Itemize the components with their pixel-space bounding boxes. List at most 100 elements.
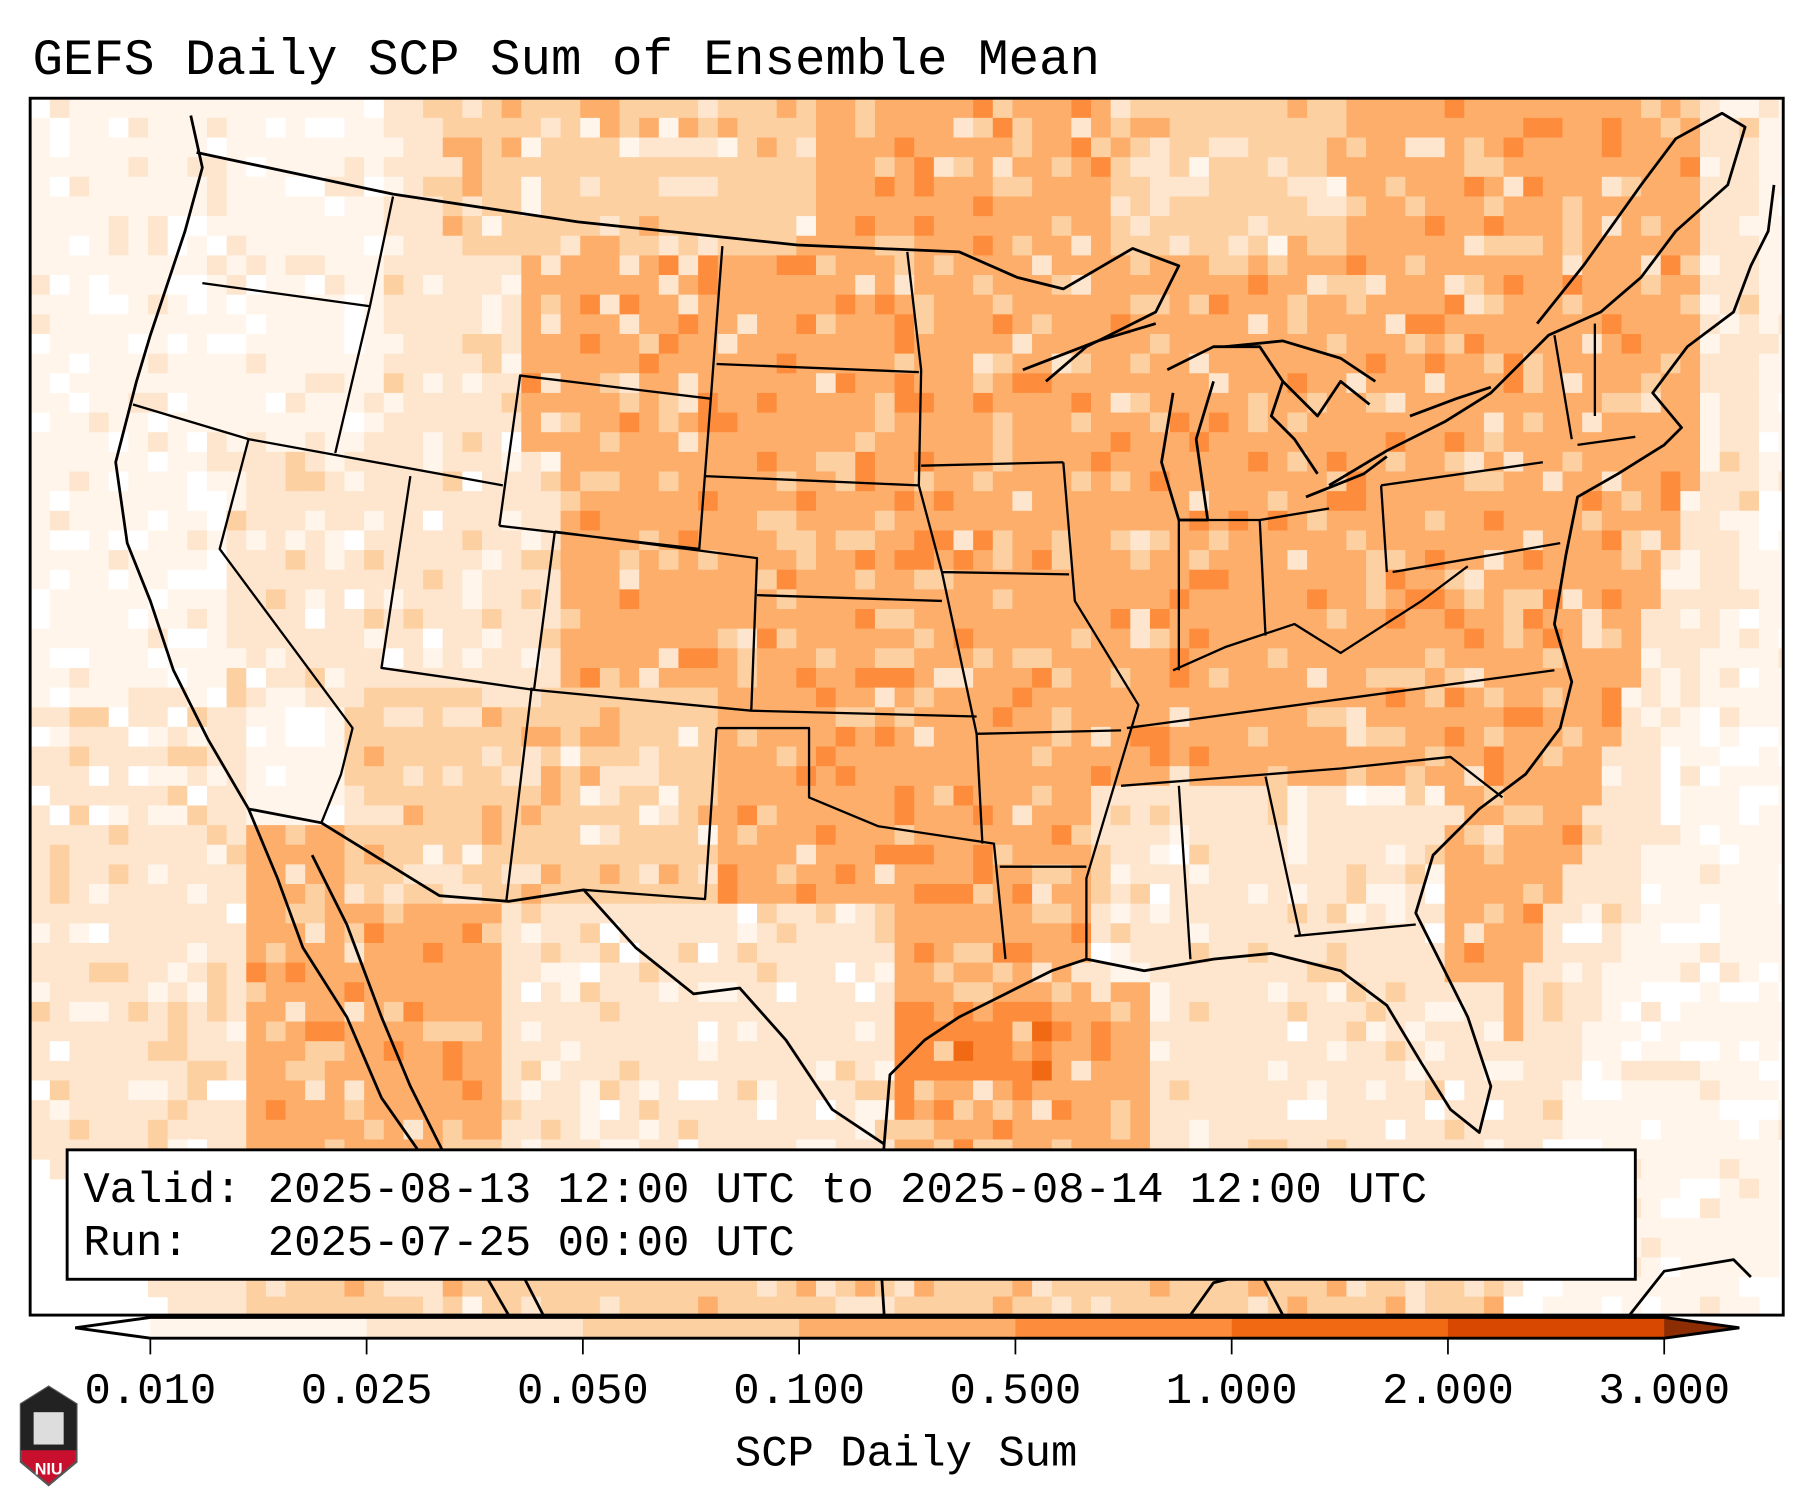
grid-cell bbox=[1601, 1001, 1623, 1023]
grid-cell bbox=[639, 648, 660, 669]
grid-cell bbox=[1208, 216, 1230, 237]
grid-cell bbox=[1267, 628, 1289, 649]
grid-cell bbox=[187, 628, 208, 649]
grid-cell bbox=[737, 550, 758, 571]
grid-cell bbox=[815, 353, 837, 374]
grid-cell bbox=[698, 255, 719, 276]
grid-cell bbox=[776, 648, 797, 669]
grid-cell bbox=[1228, 942, 1249, 964]
grid-cell bbox=[1542, 1080, 1564, 1101]
grid-cell bbox=[324, 825, 346, 846]
grid-cell bbox=[1071, 628, 1092, 649]
grid-cell bbox=[1385, 962, 1406, 983]
grid-cell bbox=[1641, 864, 1662, 885]
grid-cell bbox=[1326, 392, 1347, 414]
grid-cell bbox=[89, 942, 110, 964]
grid-cell bbox=[540, 1080, 562, 1101]
grid-cell bbox=[167, 864, 188, 885]
grid-cell bbox=[1071, 373, 1092, 394]
grid-cell bbox=[894, 294, 915, 315]
grid-cell bbox=[364, 903, 385, 924]
grid-cell bbox=[1189, 294, 1210, 315]
grid-cell bbox=[1326, 333, 1347, 355]
grid-cell bbox=[108, 432, 129, 453]
grid-cell bbox=[1601, 825, 1623, 846]
grid-cell bbox=[973, 1041, 994, 1062]
grid-cell bbox=[1326, 451, 1347, 473]
grid-cell bbox=[1601, 353, 1623, 374]
grid-cell bbox=[1110, 726, 1131, 748]
grid-cell bbox=[914, 392, 935, 414]
grid-cell bbox=[364, 667, 385, 689]
grid-cell bbox=[1307, 884, 1328, 905]
grid-cell bbox=[226, 1080, 247, 1101]
grid-cell bbox=[737, 137, 758, 158]
grid-cell bbox=[894, 314, 915, 335]
grid-cell bbox=[501, 176, 522, 198]
grid-cell bbox=[1444, 884, 1465, 905]
grid-cell bbox=[1719, 746, 1740, 767]
grid-cell bbox=[108, 451, 129, 473]
grid-cell bbox=[285, 1060, 306, 1082]
grid-cell bbox=[1287, 825, 1308, 846]
grid-cell bbox=[1267, 550, 1289, 571]
grid-cell bbox=[167, 530, 188, 551]
grid-cell bbox=[423, 844, 444, 865]
grid-cell bbox=[1680, 1119, 1701, 1141]
grid-cell bbox=[1228, 412, 1249, 433]
grid-cell bbox=[206, 667, 228, 689]
grid-cell bbox=[285, 412, 306, 433]
grid-cell bbox=[776, 491, 797, 512]
grid-cell bbox=[1267, 1041, 1289, 1062]
grid-cell bbox=[1641, 982, 1662, 1003]
grid-cell bbox=[953, 609, 974, 630]
grid-cell bbox=[1778, 884, 1784, 905]
grid-cell bbox=[776, 569, 797, 590]
grid-cell bbox=[992, 766, 1014, 787]
grid-cell bbox=[1562, 766, 1583, 787]
grid-cell bbox=[1287, 98, 1308, 119]
grid-cell bbox=[30, 923, 51, 944]
grid-cell bbox=[1405, 707, 1426, 728]
grid-cell bbox=[1758, 255, 1780, 276]
grid-cell bbox=[1503, 235, 1524, 256]
grid-cell bbox=[1444, 589, 1465, 610]
grid-cell bbox=[1189, 1080, 1210, 1101]
grid-cell bbox=[1444, 942, 1465, 964]
grid-cell bbox=[324, 1060, 346, 1082]
grid-cell bbox=[1110, 550, 1131, 571]
grid-cell bbox=[364, 314, 385, 335]
grid-cell bbox=[1130, 117, 1151, 139]
grid-cell bbox=[246, 294, 267, 315]
grid-cell bbox=[324, 962, 346, 983]
grid-cell bbox=[1346, 432, 1367, 453]
grid-cell bbox=[1287, 294, 1308, 315]
grid-cell bbox=[423, 451, 444, 473]
grid-cell bbox=[1267, 942, 1289, 964]
grid-cell bbox=[403, 707, 424, 728]
grid-cell bbox=[1405, 569, 1426, 590]
grid-cell bbox=[521, 530, 542, 551]
grid-cell bbox=[1385, 942, 1406, 964]
grid-cell bbox=[1326, 235, 1347, 256]
grid-cell bbox=[580, 157, 601, 178]
grid-cell bbox=[639, 569, 660, 590]
grid-cell bbox=[1346, 864, 1367, 885]
grid-cell bbox=[835, 392, 856, 414]
grid-cell bbox=[285, 746, 306, 767]
grid-cell bbox=[1189, 746, 1210, 767]
grid-cell bbox=[757, 667, 778, 689]
grid-cell bbox=[128, 1060, 149, 1082]
grid-cell bbox=[619, 982, 640, 1003]
grid-cell bbox=[265, 255, 287, 276]
grid-cell bbox=[619, 726, 640, 748]
grid-cell bbox=[246, 510, 267, 532]
grid-cell bbox=[1071, 766, 1092, 787]
grid-cell bbox=[1287, 471, 1308, 492]
grid-cell bbox=[1464, 255, 1485, 276]
grid-cell bbox=[108, 314, 129, 335]
grid-cell bbox=[1032, 157, 1053, 178]
grid-cell bbox=[776, 746, 797, 767]
grid-cell bbox=[580, 1021, 601, 1042]
grid-cell bbox=[1719, 255, 1740, 276]
